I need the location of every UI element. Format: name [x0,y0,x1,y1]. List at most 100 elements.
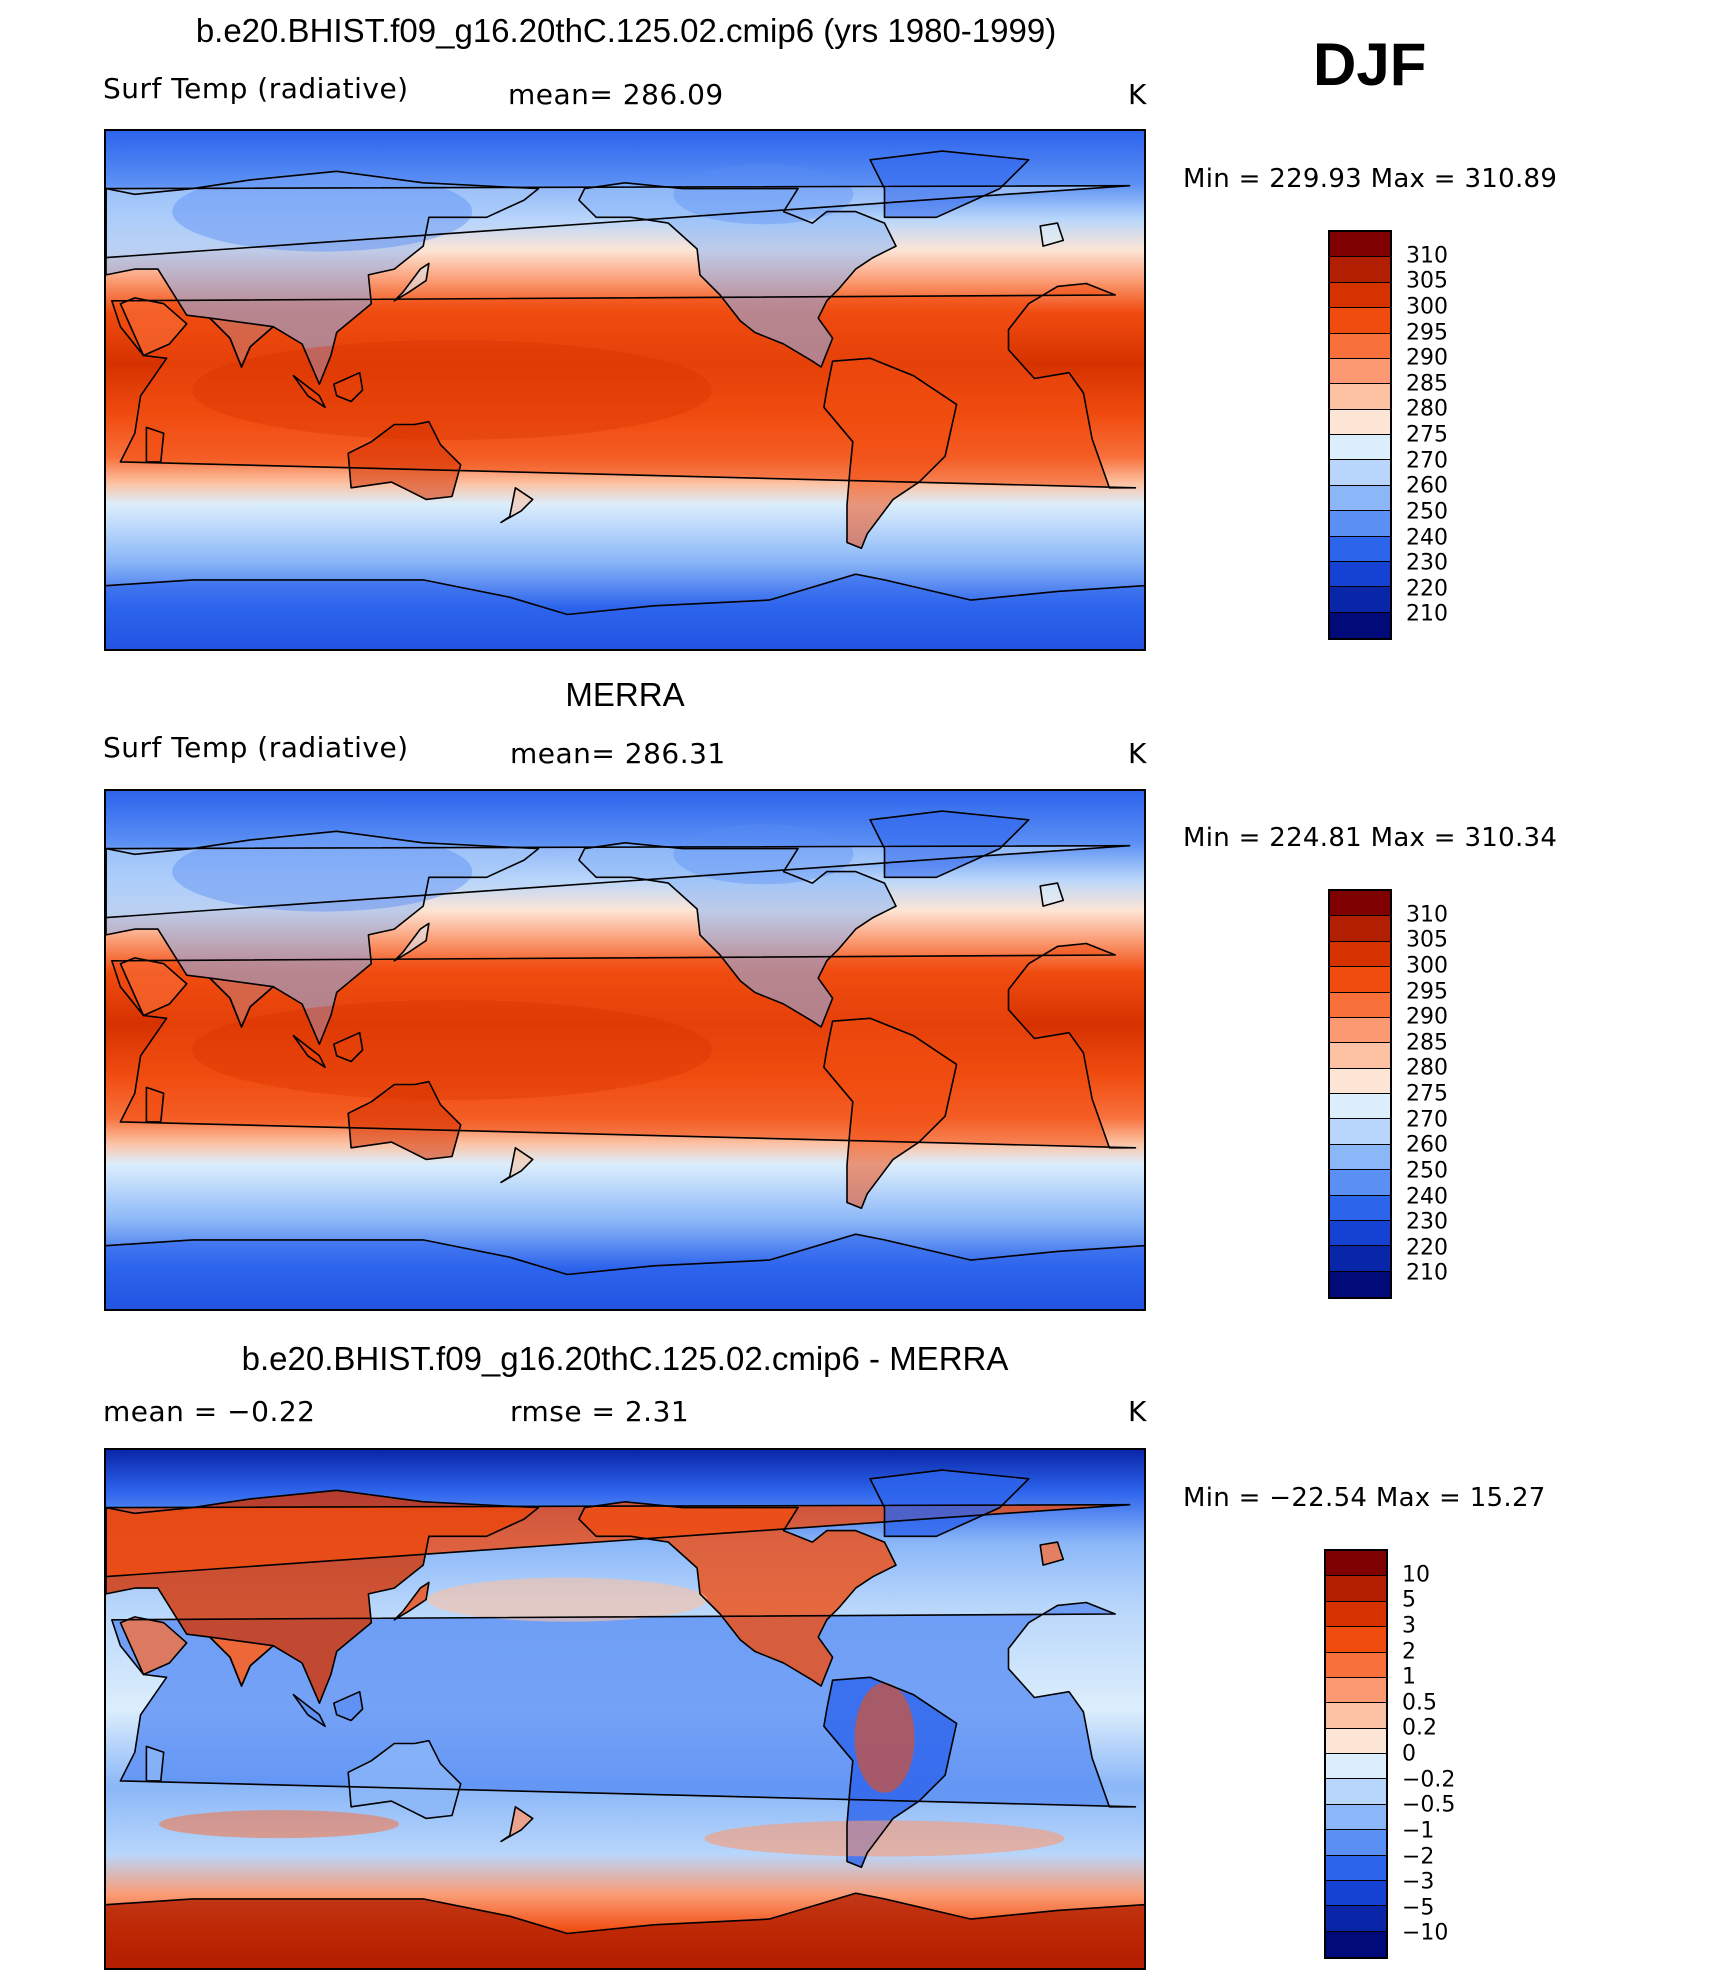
colorbar-tick-label: 5 [1402,1587,1416,1613]
colorbar-swatch [1330,257,1390,283]
panel-2-minmax: Min = 224.81 Max = 310.34 [1183,823,1558,853]
colorbar-tick-label: 0.5 [1402,1690,1437,1716]
colorbar-swatch [1330,232,1390,258]
colorbar-tick-label: 3 [1402,1613,1416,1639]
colorbar-swatch [1330,1220,1390,1247]
panel-2-mean-label: mean= 286.31 [510,737,726,770]
colorbar-tick-label: 0 [1402,1741,1416,1767]
colorbar-tick-label: −3 [1402,1869,1435,1895]
panel-2-temperature-field [106,791,1144,1309]
colorbar-tick-label: 295 [1406,979,1448,1004]
colorbar-tick-label: −2 [1402,1844,1435,1869]
colorbar-tick-label: 300 [1406,294,1448,320]
colorbar-swatch [1330,941,1390,968]
colorbar-tick-label: 260 [1406,473,1448,499]
colorbar-swatch [1330,1271,1390,1297]
colorbar-swatch [1326,1779,1386,1805]
colorbar-swatch [1330,612,1390,638]
colorbar-swatch [1330,333,1390,359]
panel-1-variable-label: Surf Temp (radiative) [103,72,409,105]
colorbar-tick-label: −0.5 [1402,1792,1456,1818]
panel-3-colorbar [1324,1549,1388,1959]
panel-1-colorbar [1328,230,1392,640]
colorbar-tick-label: 220 [1406,1235,1448,1261]
colorbar-swatch [1330,1246,1390,1272]
colorbar-swatch [1330,282,1390,309]
colorbar-tick-label: 300 [1406,953,1448,979]
colorbar-swatch [1330,1195,1390,1221]
colorbar-tick-label: 310 [1406,902,1448,928]
colorbar-tick-label: 310 [1406,243,1448,269]
colorbar-swatch [1330,967,1390,993]
colorbar-swatch [1330,1144,1390,1171]
colorbar-tick-label: 220 [1406,576,1448,602]
colorbar-swatch [1330,561,1390,588]
panel-3-title: b.e20.BHIST.f09_g16.20thC.125.02.cmip6 -… [241,1340,1009,1377]
colorbar-swatch [1330,485,1390,512]
colorbar-swatch [1330,460,1390,486]
colorbar-swatch [1330,358,1390,385]
colorbar-swatch [1330,891,1390,917]
colorbar-swatch [1330,384,1390,410]
colorbar-tick-label: 290 [1406,345,1448,371]
colorbar-tick-label: 230 [1406,1209,1448,1235]
colorbar-tick-label: 250 [1406,1158,1448,1184]
colorbar-tick-label: 270 [1406,1107,1448,1133]
colorbar-swatch [1330,1119,1390,1145]
colorbar-swatch [1326,1652,1386,1678]
colorbar-swatch [1326,1703,1386,1729]
colorbar-tick-label: 305 [1406,927,1448,953]
colorbar-tick-label: −1 [1402,1818,1435,1844]
colorbar-swatch [1330,1170,1390,1196]
colorbar-tick-label: 260 [1406,1132,1448,1158]
panel-2-units-label: K [1128,737,1147,770]
colorbar-swatch [1326,1677,1386,1704]
colorbar-swatch [1330,587,1390,613]
colorbar-swatch [1330,1068,1390,1094]
colorbar-swatch [1326,1906,1386,1932]
panel-3-mean-label: mean = −0.22 [103,1395,316,1428]
colorbar-tick-label: −5 [1402,1895,1435,1921]
colorbar-tick-label: 240 [1406,525,1448,550]
colorbar-swatch [1326,1601,1386,1628]
colorbar-tick-label: 295 [1406,320,1448,345]
panel-1-minmax: Min = 229.93 Max = 310.89 [1183,164,1558,194]
colorbar-swatch [1330,916,1390,942]
panel-1-map [104,129,1146,651]
colorbar-swatch [1330,435,1390,461]
colorbar-swatch [1326,1728,1386,1754]
panel-1-title: b.e20.BHIST.f09_g16.20thC.125.02.cmip6 (… [195,12,1057,49]
panel-3-units-label: K [1128,1395,1147,1428]
colorbar-swatch [1326,1804,1386,1831]
colorbar-swatch [1326,1754,1386,1780]
colorbar-swatch [1326,1855,1386,1881]
colorbar-tick-label: 290 [1406,1004,1448,1030]
colorbar-tick-label: 1 [1402,1664,1416,1690]
colorbar-swatch [1330,1094,1390,1120]
colorbar-swatch [1330,511,1390,537]
colorbar-swatch [1330,409,1390,435]
colorbar-tick-label: 250 [1406,499,1448,525]
panel-1-mean-label: mean= 286.09 [508,78,724,111]
panel-2-variable-label: Surf Temp (radiative) [103,731,409,764]
colorbar-swatch [1330,992,1390,1018]
colorbar-tick-label: 10 [1402,1562,1430,1588]
colorbar-tick-label: 280 [1406,396,1448,422]
colorbar-tick-label: 285 [1406,371,1448,397]
panel-3-rmse-label: rmse = 2.31 [510,1395,690,1428]
colorbar-tick-label: 285 [1406,1030,1448,1056]
colorbar-swatch [1326,1627,1386,1653]
colorbar-tick-label: 210 [1406,1260,1448,1286]
colorbar-tick-label: 275 [1406,422,1448,448]
colorbar-tick-label: 270 [1406,448,1448,474]
colorbar-tick-label: 210 [1406,601,1448,627]
colorbar-tick-label: −0.2 [1402,1767,1456,1793]
colorbar-tick-label: 2 [1402,1639,1416,1664]
panel-3-difference-field [106,1450,1144,1968]
colorbar-swatch [1326,1931,1386,1957]
colorbar-tick-label: 230 [1406,550,1448,576]
colorbar-tick-label: 275 [1406,1081,1448,1107]
colorbar-tick-label: −10 [1402,1920,1449,1946]
panel-2-colorbar [1328,889,1392,1299]
colorbar-tick-label: 0.2 [1402,1715,1437,1741]
